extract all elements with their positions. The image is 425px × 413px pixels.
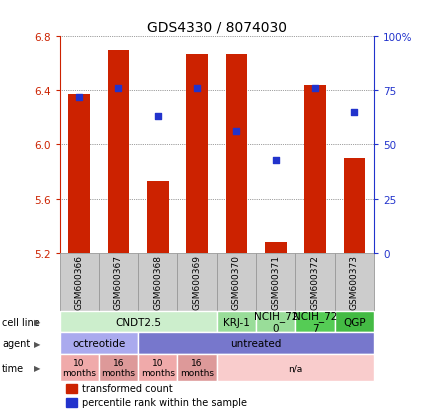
Bar bbox=[304, 86, 326, 253]
Text: percentile rank within the sample: percentile rank within the sample bbox=[82, 397, 246, 407]
Bar bbox=[138, 253, 178, 311]
Text: NCIH_72
7: NCIH_72 7 bbox=[293, 311, 337, 333]
Point bbox=[115, 85, 122, 92]
Bar bbox=[147, 182, 169, 253]
Text: ▶: ▶ bbox=[34, 363, 40, 372]
Bar bbox=[66, 398, 77, 407]
Text: GSM600367: GSM600367 bbox=[114, 254, 123, 309]
Point bbox=[312, 85, 318, 92]
Point bbox=[76, 94, 82, 101]
Bar bbox=[60, 253, 99, 311]
Bar bbox=[186, 55, 208, 253]
Bar bbox=[60, 354, 99, 381]
Title: GDS4330 / 8074030: GDS4330 / 8074030 bbox=[147, 21, 287, 35]
Bar bbox=[68, 95, 90, 253]
Bar bbox=[295, 253, 335, 311]
Text: GSM600368: GSM600368 bbox=[153, 254, 162, 309]
Text: GSM600372: GSM600372 bbox=[311, 255, 320, 309]
Point bbox=[194, 85, 201, 92]
Text: 10
months: 10 months bbox=[62, 358, 96, 377]
Text: GSM600366: GSM600366 bbox=[75, 254, 84, 309]
Text: untreated: untreated bbox=[230, 338, 282, 348]
Bar bbox=[217, 253, 256, 311]
Bar bbox=[217, 311, 256, 332]
Point bbox=[272, 157, 279, 164]
Text: agent: agent bbox=[2, 338, 30, 348]
Text: GSM600370: GSM600370 bbox=[232, 254, 241, 309]
Bar bbox=[256, 311, 295, 332]
Bar bbox=[256, 253, 295, 311]
Point bbox=[233, 129, 240, 135]
Bar bbox=[60, 332, 138, 354]
Bar bbox=[226, 55, 247, 253]
Bar bbox=[178, 253, 217, 311]
Text: GSM600373: GSM600373 bbox=[350, 254, 359, 309]
Text: 16
months: 16 months bbox=[102, 358, 136, 377]
Text: GSM600369: GSM600369 bbox=[193, 254, 201, 309]
Bar bbox=[108, 51, 129, 253]
Text: NCIH_72
0: NCIH_72 0 bbox=[254, 311, 298, 333]
Text: ▶: ▶ bbox=[34, 317, 40, 326]
Bar bbox=[99, 354, 138, 381]
Bar bbox=[217, 354, 374, 381]
Text: QGP: QGP bbox=[343, 317, 366, 327]
Text: 16
months: 16 months bbox=[180, 358, 214, 377]
Bar bbox=[178, 354, 217, 381]
Text: KRJ-1: KRJ-1 bbox=[223, 317, 250, 327]
Point bbox=[154, 114, 161, 120]
Bar bbox=[335, 311, 374, 332]
Text: CNDT2.5: CNDT2.5 bbox=[115, 317, 161, 327]
Text: octreotide: octreotide bbox=[72, 338, 125, 348]
Bar bbox=[138, 354, 178, 381]
Text: time: time bbox=[2, 363, 24, 373]
Bar bbox=[343, 159, 365, 253]
Point bbox=[351, 109, 358, 116]
Text: 10
months: 10 months bbox=[141, 358, 175, 377]
Text: transformed count: transformed count bbox=[82, 383, 172, 393]
Text: cell line: cell line bbox=[2, 317, 40, 327]
Bar bbox=[99, 253, 138, 311]
Bar bbox=[60, 311, 217, 332]
Text: n/a: n/a bbox=[288, 363, 303, 372]
Bar bbox=[335, 253, 374, 311]
Bar bbox=[295, 311, 335, 332]
Bar bbox=[66, 384, 77, 393]
Text: GSM600371: GSM600371 bbox=[271, 254, 280, 309]
Bar bbox=[265, 242, 286, 253]
Bar bbox=[138, 332, 374, 354]
Text: ▶: ▶ bbox=[34, 339, 40, 348]
